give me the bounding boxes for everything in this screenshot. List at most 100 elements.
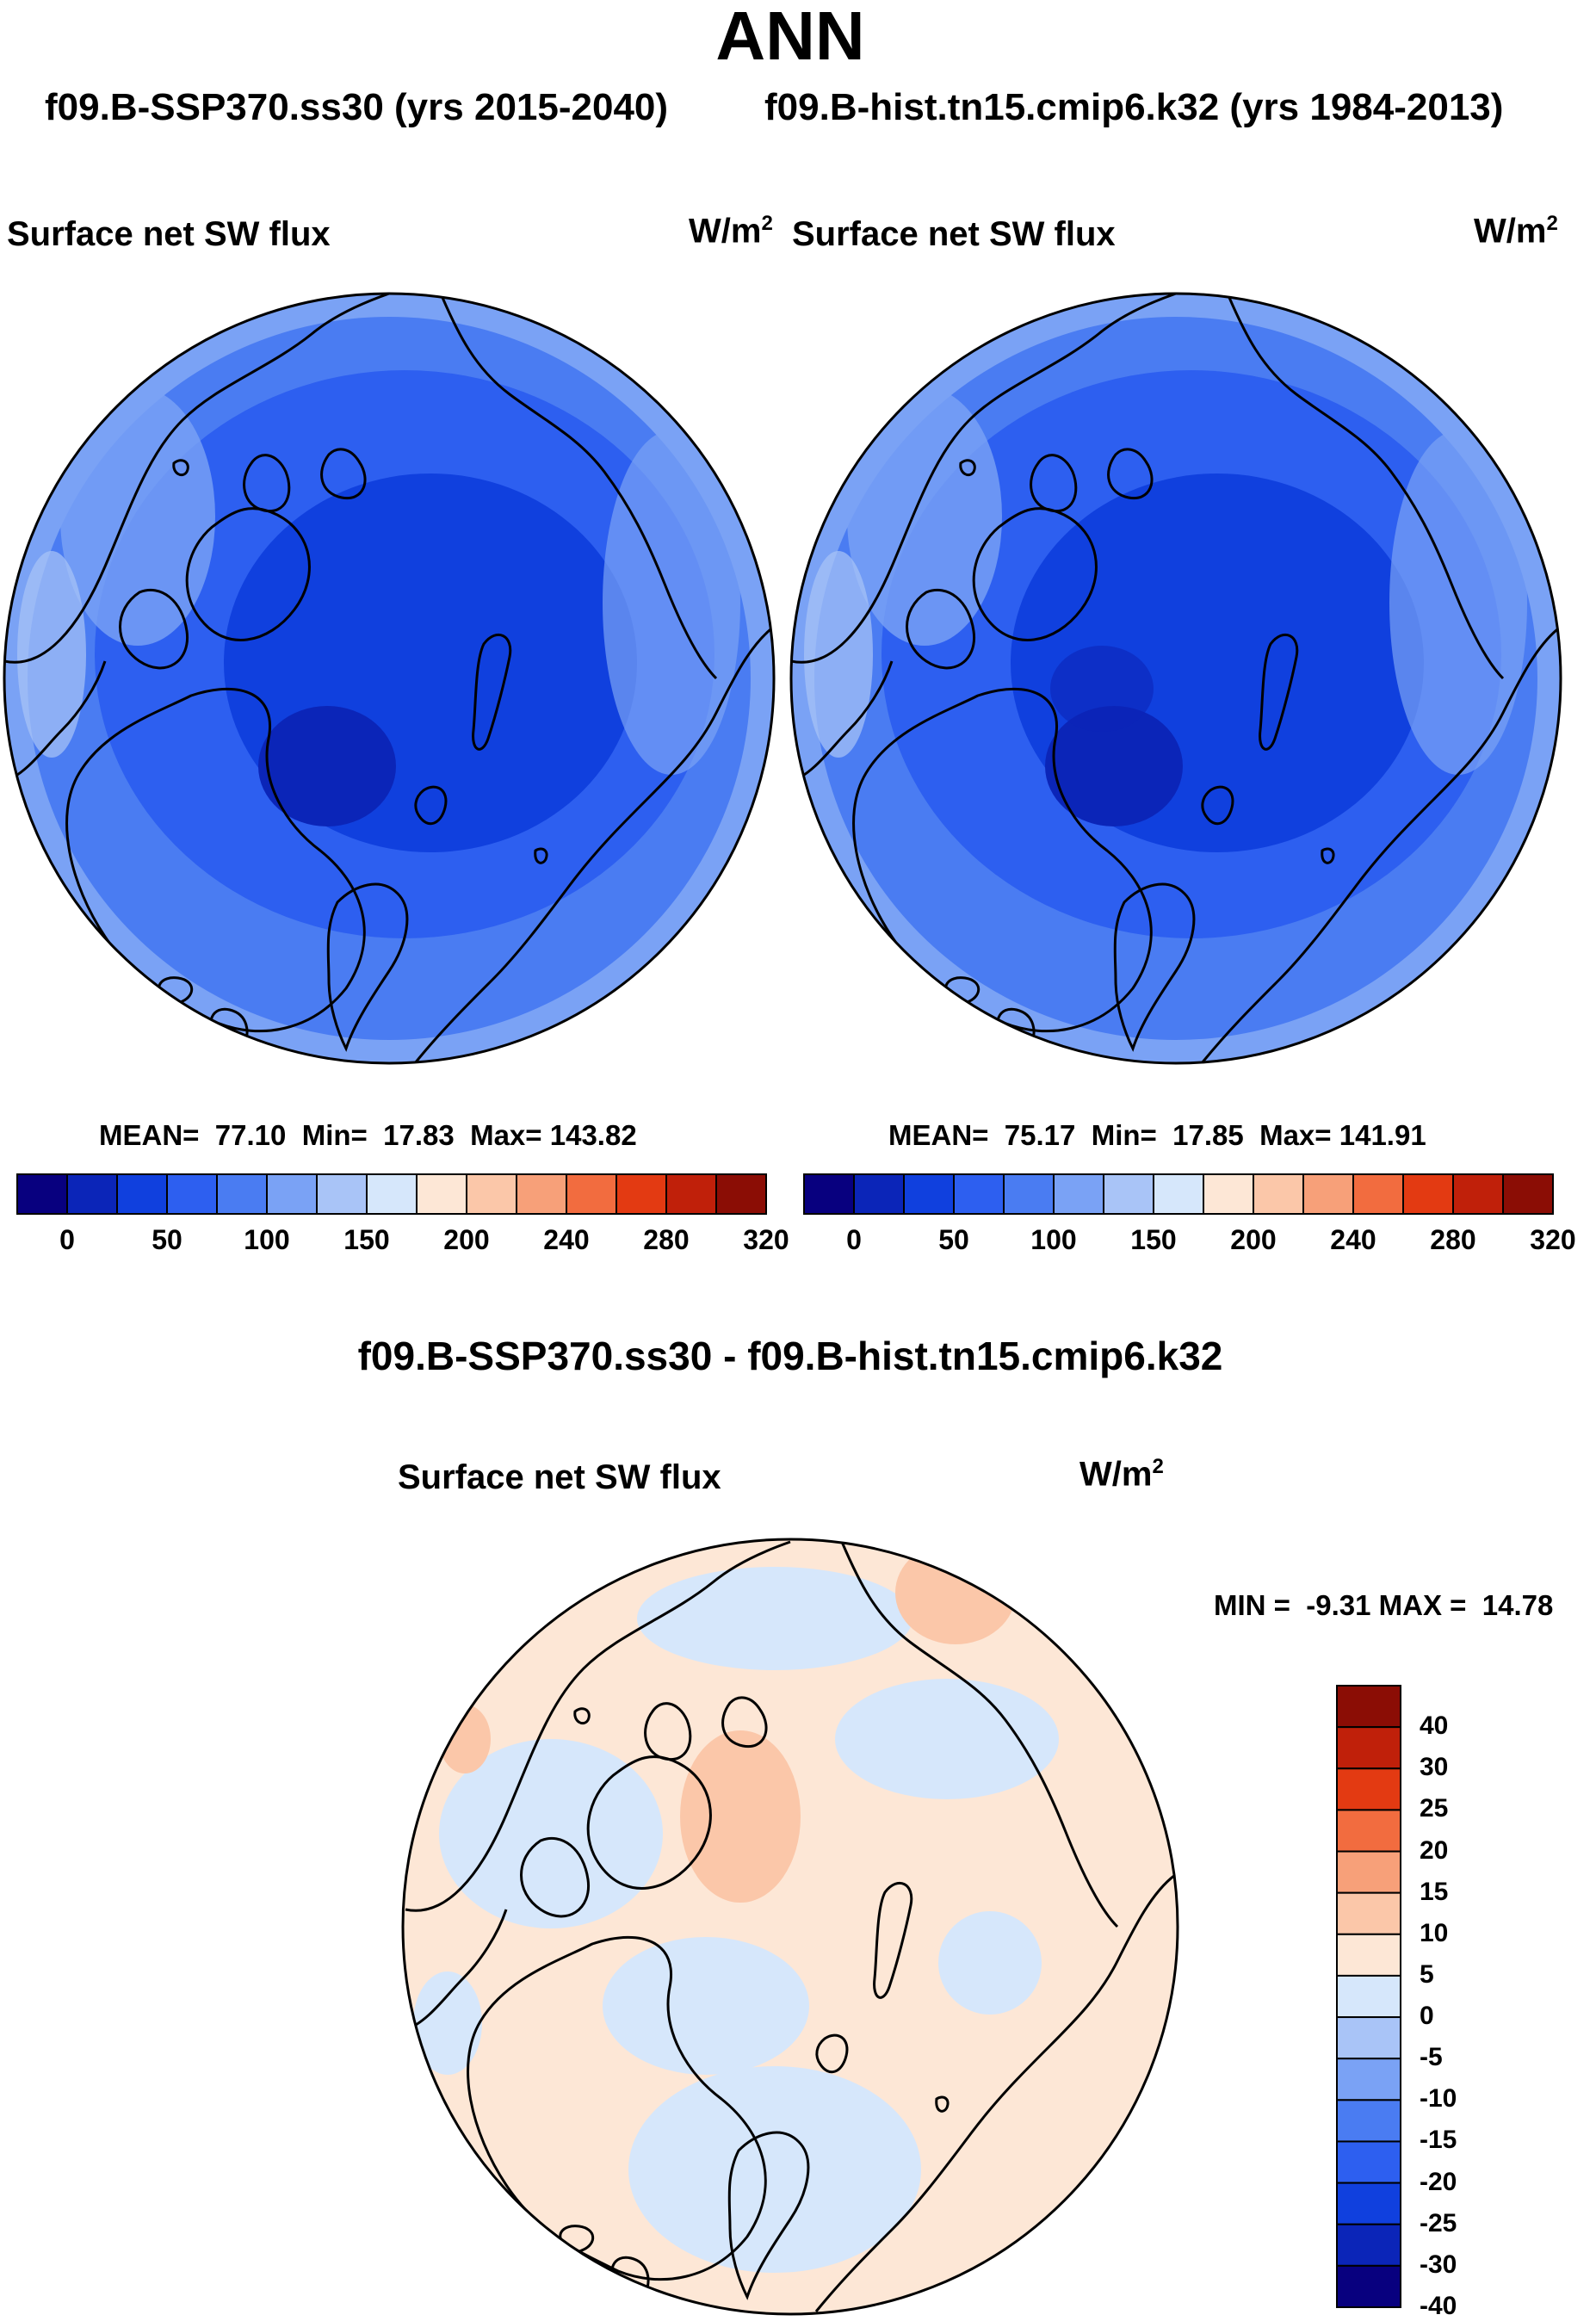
panel2-mean-label: MEAN= [888, 1119, 989, 1151]
colorbar-tick-label: 150 [1130, 1224, 1177, 1255]
panel1-field-name: Surface net SW flux [7, 215, 331, 253]
panel1-stats: MEAN= 77.10 Min= 17.83 Max= 143.82 [99, 1119, 637, 1152]
colorbar-tick-label: -20 [1420, 2167, 1457, 2196]
colorbar-tick-label: 280 [1430, 1224, 1476, 1255]
colorbar-swatch [1402, 1173, 1454, 1215]
colorbar-tick-label: 280 [643, 1224, 690, 1255]
diff-units-exp: 2 [1152, 1455, 1164, 1478]
panel1-colorbar [16, 1173, 767, 1215]
colorbar-swatch [1336, 1891, 1401, 1935]
panel2-max-label: Max= [1259, 1119, 1332, 1151]
colorbar-swatch [1336, 2182, 1401, 2225]
colorbar-tick-label: 100 [1030, 1224, 1077, 1255]
panel1-mean-label: MEAN= [99, 1119, 200, 1151]
colorbar-swatch [1336, 1850, 1401, 1894]
colorbar-tick-label: 240 [1330, 1224, 1376, 1255]
case1-subtitle: f09.B-SSP370.ss30 (yrs 2015-2040) [45, 86, 669, 128]
colorbar-swatch [466, 1173, 517, 1215]
panel1-units-base: W/m [689, 212, 762, 251]
panel2-units-exp: 2 [1546, 212, 1558, 235]
colorbar-tick-label: 240 [543, 1224, 590, 1255]
colorbar-tick-label: 25 [1420, 1794, 1449, 1823]
colorbar-swatch [853, 1173, 905, 1215]
colorbar-tick-label: 0 [59, 1224, 75, 1255]
colorbar-tick-label: 150 [343, 1224, 390, 1255]
colorbar-tick-label: -15 [1420, 2126, 1457, 2155]
colorbar-tick-label: 30 [1420, 1753, 1449, 1782]
panel1-units: W/m2 [689, 212, 773, 251]
panel1-max-label: Max= [470, 1119, 542, 1151]
colorbar-swatch [66, 1173, 118, 1215]
colorbar-swatch [1336, 2264, 1401, 2309]
colorbar-tick-label: 40 [1420, 1711, 1449, 1741]
colorbar-swatch [1203, 1173, 1254, 1215]
colorbar-swatch [953, 1173, 1005, 1215]
colorbar-swatch [715, 1173, 767, 1215]
colorbar-tick-label: -30 [1420, 2250, 1457, 2279]
colorbar-swatch [516, 1173, 567, 1215]
colorbar-swatch [1253, 1173, 1304, 1215]
colorbar-swatch [1153, 1173, 1204, 1215]
colorbar-swatch [616, 1173, 667, 1215]
colorbar-swatch [1336, 2058, 1401, 2101]
diff-colorbar [1336, 1685, 1401, 2309]
panel2-map [789, 292, 1562, 1065]
colorbar-tick-label: 200 [1230, 1224, 1277, 1255]
colorbar-tick-label: 0 [1420, 2002, 1434, 2031]
panel2-units: W/m2 [1474, 212, 1558, 251]
colorbar-tick-label: 50 [152, 1224, 182, 1255]
panel2-units-base: W/m [1474, 212, 1547, 251]
colorbar-swatch [1336, 2099, 1401, 2143]
panel1-map [3, 292, 776, 1065]
colorbar-swatch [1336, 2223, 1401, 2267]
panel2-mean-value: 75.17 [1004, 1119, 1076, 1151]
colorbar-tick-label: -25 [1420, 2208, 1457, 2237]
diff-units-base: W/m [1079, 1455, 1153, 1494]
colorbar-swatch [566, 1173, 617, 1215]
colorbar-swatch [1053, 1173, 1104, 1215]
colorbar-tick-label: 200 [443, 1224, 490, 1255]
colorbar-swatch [903, 1173, 955, 1215]
colorbar-tick-label: -10 [1420, 2084, 1457, 2114]
colorbar-swatch [1336, 1974, 1401, 2019]
colorbar-swatch [803, 1173, 855, 1215]
colorbar-swatch [1452, 1173, 1504, 1215]
panel2-colorbar [803, 1173, 1554, 1215]
case2-subtitle: f09.B-hist.tn15.cmip6.k32 (yrs 1984-2013… [764, 86, 1504, 128]
colorbar-tick-label: 5 [1420, 1959, 1434, 1989]
colorbar-swatch [316, 1173, 368, 1215]
colorbar-swatch [1336, 2016, 1401, 2060]
colorbar-swatch [366, 1173, 418, 1215]
colorbar-swatch [1302, 1173, 1354, 1215]
diff-map [401, 1538, 1179, 2316]
colorbar-swatch [116, 1173, 168, 1215]
panel1-max-value: 143.82 [549, 1119, 637, 1151]
colorbar-swatch [16, 1173, 68, 1215]
colorbar-swatch [665, 1173, 717, 1215]
panel1-units-exp: 2 [761, 212, 773, 235]
colorbar-tick-label: -5 [1420, 2043, 1443, 2072]
panel1-mean-value: 77.10 [214, 1119, 287, 1151]
colorbar-swatch [1336, 2140, 1401, 2184]
colorbar-tick-label: 20 [1420, 1835, 1449, 1865]
colorbar-tick-label: 15 [1420, 1877, 1449, 1906]
colorbar-swatch [216, 1173, 268, 1215]
colorbar-tick-label: 10 [1420, 1918, 1449, 1947]
colorbar-swatch [1003, 1173, 1055, 1215]
panel1-min-value: 17.83 [383, 1119, 455, 1151]
panel2-field-name: Surface net SW flux [792, 215, 1116, 253]
colorbar-swatch [1336, 1933, 1401, 1977]
colorbar-swatch [166, 1173, 218, 1215]
colorbar-swatch [1103, 1173, 1154, 1215]
diff-title: f09.B-SSP370.ss30 - f09.B-hist.tn15.cmip… [357, 1334, 1223, 1378]
panel2-stats: MEAN= 75.17 Min= 17.85 Max= 141.91 [888, 1119, 1426, 1152]
panel1-min-label: Min= [301, 1119, 368, 1151]
colorbar-tick-label: 320 [1530, 1224, 1576, 1255]
colorbar-tick-label: 0 [846, 1224, 862, 1255]
colorbar-swatch [1336, 1767, 1401, 1811]
colorbar-swatch [1336, 1726, 1401, 1770]
colorbar-swatch [416, 1173, 467, 1215]
colorbar-swatch [1336, 1809, 1401, 1853]
colorbar-tick-label: 50 [938, 1224, 969, 1255]
